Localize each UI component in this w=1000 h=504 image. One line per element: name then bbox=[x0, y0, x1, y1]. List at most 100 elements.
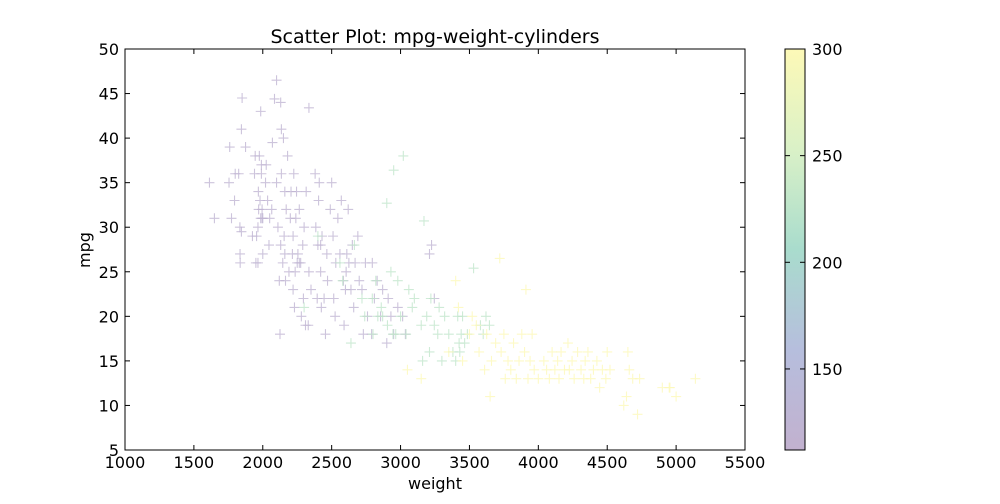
x-tick-label: 4500 bbox=[587, 453, 628, 472]
data-point bbox=[350, 257, 361, 268]
x-tick-label: 3500 bbox=[449, 453, 490, 472]
data-point bbox=[514, 355, 525, 366]
data-point bbox=[310, 168, 321, 179]
data-point bbox=[562, 338, 573, 349]
data-point bbox=[496, 346, 507, 357]
data-point bbox=[549, 364, 560, 375]
data-point bbox=[429, 320, 440, 331]
data-point bbox=[322, 275, 333, 286]
data-point bbox=[303, 102, 314, 113]
data-point bbox=[479, 364, 490, 375]
data-point bbox=[209, 213, 220, 224]
data-point bbox=[339, 320, 350, 331]
data-point bbox=[352, 231, 363, 242]
data-point bbox=[417, 355, 428, 366]
data-point bbox=[572, 346, 583, 357]
data-point bbox=[454, 346, 465, 357]
data-point bbox=[388, 165, 399, 176]
colorbar-tick-label: 200 bbox=[812, 253, 843, 272]
x-tick-label: 2500 bbox=[311, 453, 352, 472]
data-point bbox=[621, 391, 632, 402]
data-point bbox=[315, 266, 326, 277]
data-point bbox=[588, 364, 599, 375]
data-point bbox=[224, 177, 235, 188]
data-point bbox=[299, 302, 310, 313]
data-point bbox=[276, 168, 287, 179]
data-point bbox=[345, 338, 356, 349]
data-point bbox=[602, 346, 613, 357]
colorbar-ticks: 150 200 250 300 bbox=[785, 40, 843, 379]
data-point bbox=[226, 213, 237, 224]
y-tick-label: 15 bbox=[99, 352, 119, 371]
data-point bbox=[345, 284, 356, 295]
data-point bbox=[279, 231, 290, 242]
data-point bbox=[401, 329, 412, 340]
data-point bbox=[256, 168, 267, 179]
data-point bbox=[538, 355, 549, 366]
data-point bbox=[234, 222, 245, 233]
x-tick-label: 3000 bbox=[380, 453, 421, 472]
data-point bbox=[525, 355, 536, 366]
data-point bbox=[533, 373, 544, 384]
x-tick-label: 5000 bbox=[656, 453, 697, 472]
data-point bbox=[585, 373, 596, 384]
data-point bbox=[503, 355, 514, 366]
data-point bbox=[332, 213, 343, 224]
data-point bbox=[467, 311, 478, 322]
data-point bbox=[547, 346, 558, 357]
data-point bbox=[328, 231, 339, 242]
y-tick-label: 25 bbox=[99, 263, 119, 282]
colorbar bbox=[784, 48, 806, 451]
data-point bbox=[511, 373, 522, 384]
data-point bbox=[505, 364, 516, 375]
data-point bbox=[580, 355, 591, 366]
data-point bbox=[519, 346, 530, 357]
data-point bbox=[288, 168, 299, 179]
data-point bbox=[416, 320, 427, 331]
data-point bbox=[671, 391, 682, 402]
data-point bbox=[381, 338, 392, 349]
data-point bbox=[567, 355, 578, 366]
data-point bbox=[235, 257, 246, 268]
data-point bbox=[416, 373, 427, 384]
data-point bbox=[407, 302, 418, 313]
data-point bbox=[267, 137, 278, 148]
y-tick-label: 35 bbox=[99, 174, 119, 193]
data-point bbox=[292, 248, 303, 259]
y-tick-label: 45 bbox=[99, 85, 119, 104]
data-point bbox=[303, 266, 314, 277]
data-point bbox=[368, 329, 378, 340]
data-point bbox=[382, 320, 393, 331]
data-point bbox=[349, 240, 360, 251]
data-point bbox=[600, 373, 611, 384]
data-point bbox=[334, 257, 345, 268]
data-point bbox=[240, 142, 251, 153]
data-point bbox=[204, 177, 215, 188]
data-point bbox=[594, 382, 605, 393]
data-point bbox=[343, 204, 354, 215]
data-point bbox=[556, 346, 567, 357]
data-point bbox=[303, 320, 314, 331]
data-point bbox=[280, 275, 291, 286]
y-axis-label: mpg bbox=[75, 232, 94, 268]
data-point bbox=[255, 106, 266, 117]
y-tick-label: 10 bbox=[99, 396, 119, 415]
data-point bbox=[392, 275, 403, 286]
data-point bbox=[395, 311, 406, 322]
data-point bbox=[325, 204, 336, 215]
data-point bbox=[398, 150, 409, 161]
data-point bbox=[261, 159, 272, 170]
data-point bbox=[485, 391, 496, 402]
data-point bbox=[272, 222, 283, 233]
data-point bbox=[634, 373, 645, 384]
data-point bbox=[356, 293, 367, 304]
data-point bbox=[434, 302, 445, 313]
x-tick-label: 4000 bbox=[518, 453, 559, 472]
data-point bbox=[264, 213, 275, 224]
data-point bbox=[529, 364, 540, 375]
data-point bbox=[690, 373, 701, 384]
data-point bbox=[552, 355, 563, 366]
data-point bbox=[297, 240, 308, 251]
data-point bbox=[348, 302, 359, 313]
